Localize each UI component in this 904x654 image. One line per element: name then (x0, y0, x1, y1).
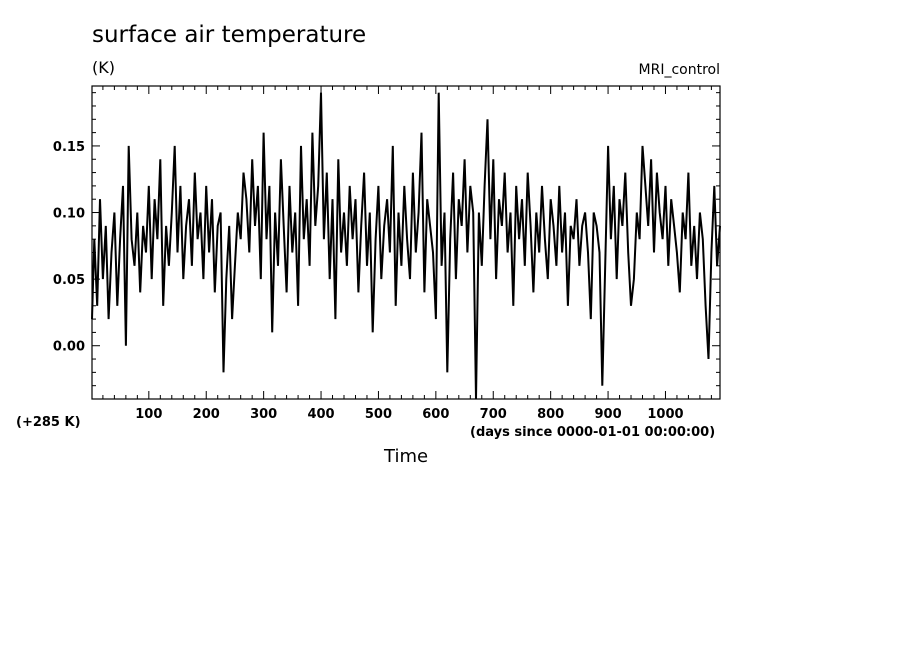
x-tick-label: 800 (537, 407, 564, 422)
y-offset-label: (+285 K) (16, 415, 81, 430)
axis-ticks (92, 86, 720, 399)
x-tick-label: 600 (422, 407, 449, 422)
x-tick-label: 200 (193, 407, 220, 422)
x-units-label: (days since 0000-01-01 00:00:00) (470, 425, 716, 440)
model-label: MRI_control (638, 62, 720, 78)
y-tick-label: 0.15 (53, 140, 85, 155)
y-tick-label: 0.00 (53, 340, 85, 355)
x-tick-label: 400 (307, 407, 334, 422)
chart-title: surface air temperature (92, 22, 367, 48)
units-label: (K) (92, 58, 115, 77)
y-tick-label: 0.10 (53, 207, 85, 222)
x-tick-label: 100 (135, 407, 162, 422)
tick-labels: 100 200 300 400 500 600 700 800 900 1000 0.00 0.05 0… (53, 140, 684, 422)
x-tick-label: 500 (365, 407, 392, 422)
series-line (91, 92, 721, 400)
x-axis-label: Time (384, 446, 429, 467)
x-tick-label: 300 (250, 407, 277, 422)
x-tick-label: 1000 (647, 407, 683, 422)
x-tick-label: 900 (594, 407, 621, 422)
x-tick-label: 700 (480, 407, 507, 422)
plot-frame (91, 85, 721, 400)
y-tick-label: 0.05 (53, 273, 85, 288)
